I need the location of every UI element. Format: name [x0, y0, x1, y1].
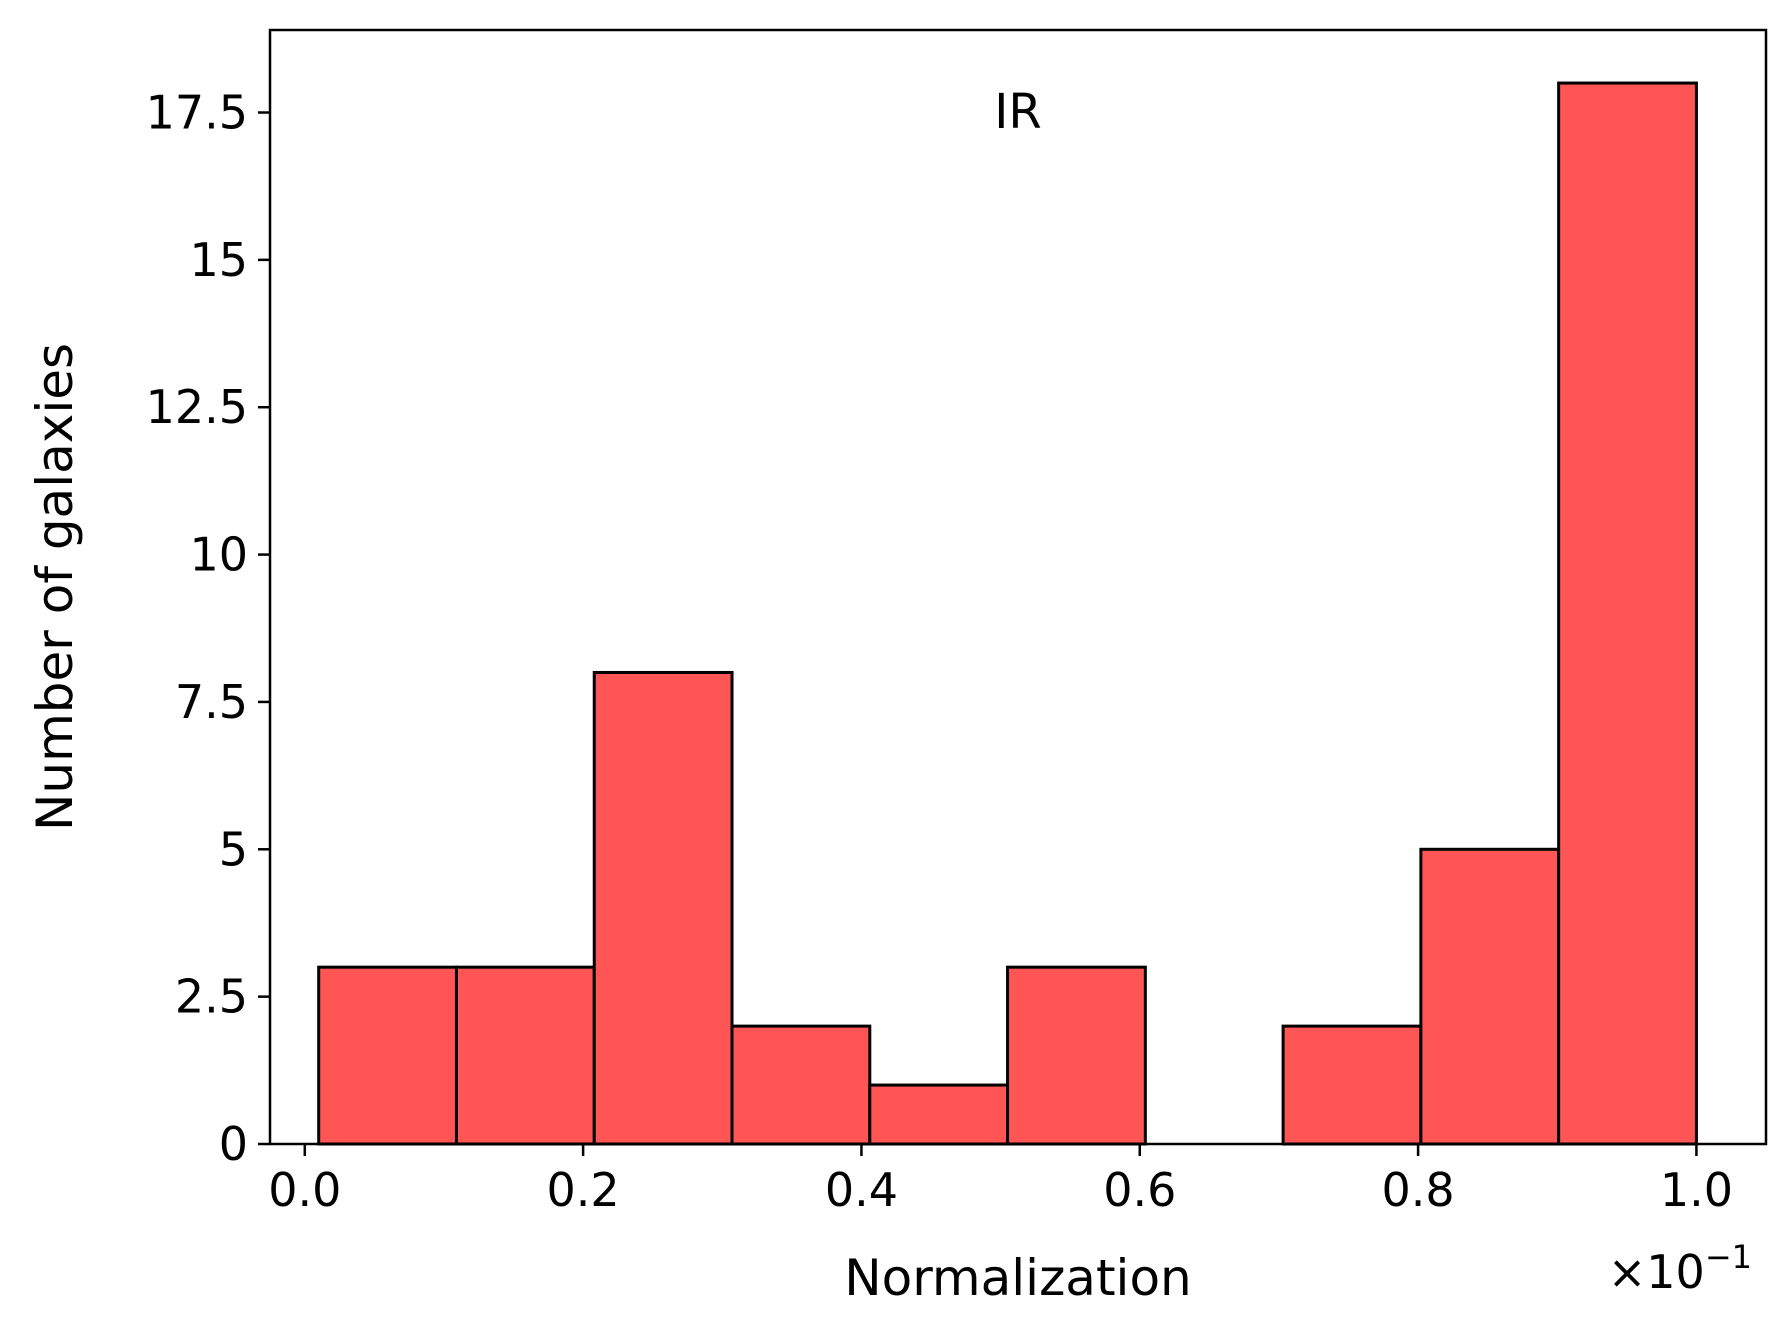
x-offset-exponent: −1 [1705, 1238, 1752, 1276]
histogram-bars [317, 81, 1698, 1146]
x-tick-label: 0.4 [825, 1163, 898, 1217]
y-tick-label: 10 [189, 528, 248, 582]
x-axis-label: Normalization [844, 1249, 1191, 1307]
histogram-bar-10 [1557, 81, 1698, 1146]
x-tick-label: 1.0 [1660, 1163, 1733, 1217]
histogram-bar-9 [1419, 847, 1561, 1146]
y-tick-label: 7.5 [175, 675, 248, 729]
histogram-bar-2 [454, 965, 596, 1146]
y-tick-label: 0 [219, 1117, 248, 1171]
x-tick-label: 0.8 [1382, 1163, 1455, 1217]
y-axis-label: Number of galaxies [26, 343, 84, 831]
x-tick-label: 0.6 [1103, 1163, 1176, 1217]
y-tick-label: 2.5 [175, 970, 248, 1024]
x-axis-offset-text: ×10−1 [1608, 1238, 1752, 1299]
y-tick-label: 15 [189, 233, 248, 287]
plot-frame [268, 28, 1768, 1146]
histogram-bar-8 [1281, 1024, 1423, 1146]
histogram-bar-1 [317, 965, 458, 1146]
chart-annotation: IR [994, 84, 1042, 140]
y-tick-label: 12.5 [146, 380, 248, 434]
histogram-bar-4 [730, 1024, 872, 1146]
y-axis-ticks: 0 2.5 5 7.5 10 12.5 15 17.5 [146, 86, 270, 1171]
histogram-bar-5 [868, 1083, 1010, 1146]
x-tick-label: 0.0 [268, 1163, 341, 1217]
x-offset-base: ×10 [1608, 1245, 1705, 1299]
x-axis-ticks: 0.0 0.2 0.4 0.6 0.8 1.0 [268, 1144, 1733, 1217]
histogram-bar-3 [592, 670, 734, 1146]
y-tick-label: 17.5 [146, 86, 248, 140]
y-tick-label: 5 [219, 822, 248, 876]
x-tick-label: 0.2 [547, 1163, 620, 1217]
histogram-bar-6 [1006, 965, 1147, 1146]
